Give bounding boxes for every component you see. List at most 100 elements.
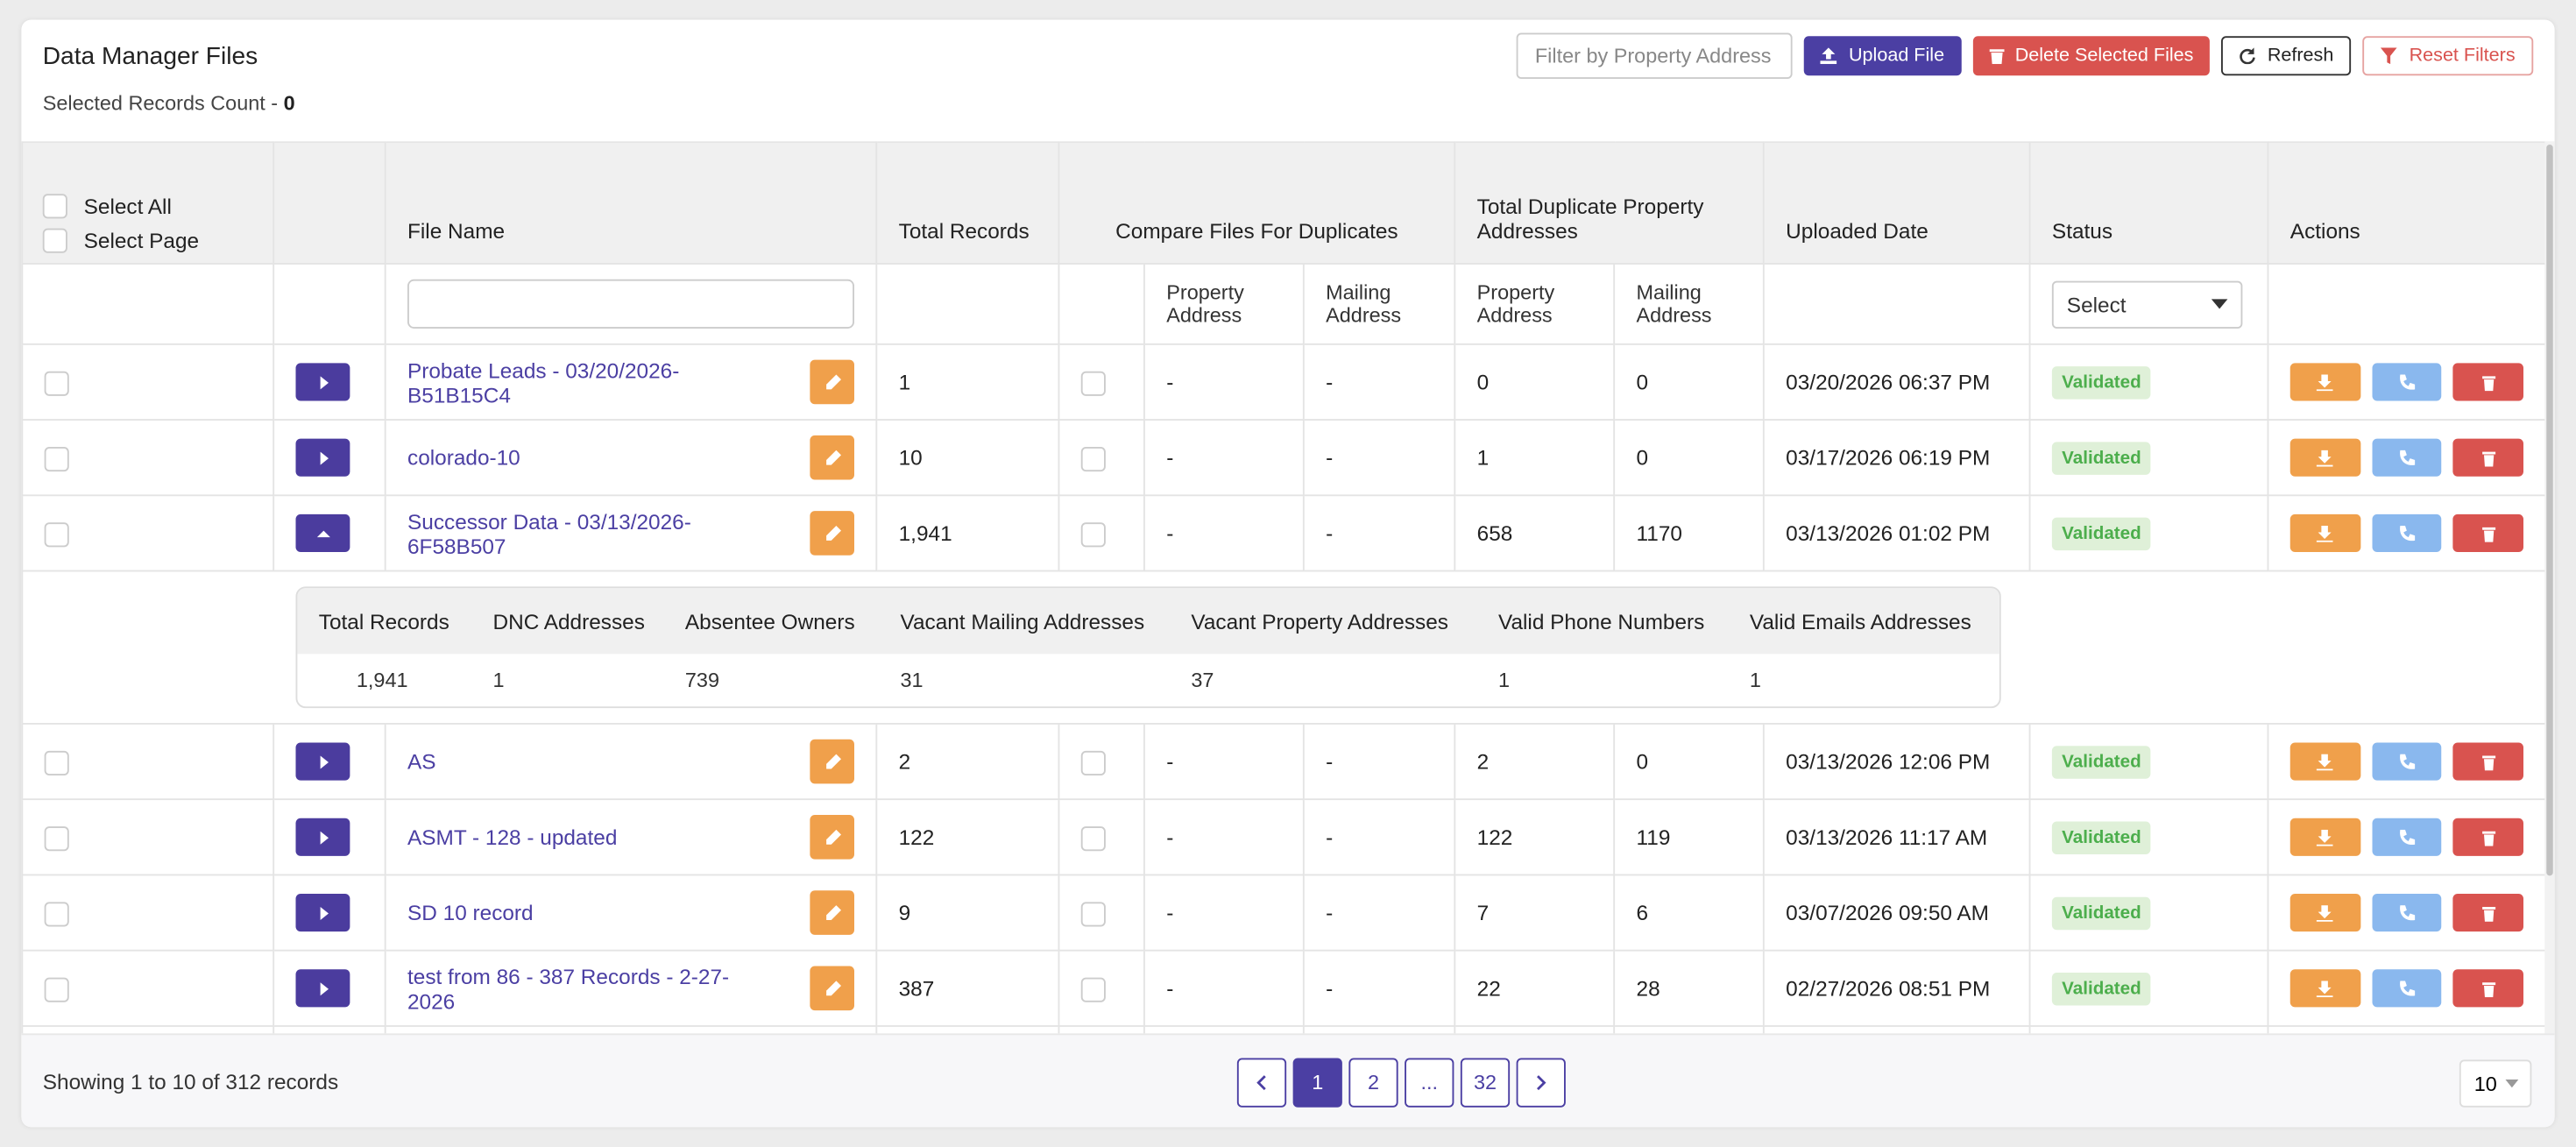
delete-button[interactable] — [2453, 742, 2524, 781]
download-button[interactable] — [2289, 363, 2360, 401]
cell: 03/13/2026 01:02 PM — [1762, 494, 2031, 572]
delete-button[interactable]: Delete Selected Files — [1971, 36, 2211, 76]
call-button[interactable] — [2371, 363, 2442, 401]
checkbox[interactable] — [1080, 370, 1106, 395]
checkbox[interactable] — [1080, 976, 1106, 1002]
icon — [825, 449, 841, 464]
expand-button[interactable] — [295, 363, 350, 401]
checkbox[interactable] — [1080, 749, 1106, 775]
checkbox[interactable] — [44, 370, 69, 395]
icon — [1988, 49, 2004, 65]
checkbox[interactable] — [44, 446, 69, 471]
file-name-cell: ASMT - 128 - updated — [407, 815, 854, 860]
expand-button[interactable] — [295, 969, 350, 1008]
cell: Validated — [2028, 494, 2269, 572]
detail-value: 739 — [684, 669, 719, 692]
cell — [21, 874, 275, 952]
expand-button[interactable] — [295, 818, 350, 856]
detail-head: Vacant Property Addresses — [1191, 608, 1448, 634]
cell: Validated — [2028, 419, 2269, 497]
refresh-button[interactable]: Refresh — [2221, 36, 2352, 76]
download-button[interactable] — [2289, 438, 2360, 477]
file-name-filter[interactable] — [407, 279, 854, 329]
delete-button[interactable] — [2453, 969, 2524, 1008]
download-button[interactable] — [2289, 513, 2360, 552]
reset-button[interactable]: Reset Filters — [2363, 36, 2534, 76]
edit-button[interactable] — [810, 359, 854, 405]
expand-button[interactable] — [295, 742, 350, 781]
scroll-thumb[interactable] — [2546, 145, 2553, 876]
delete-button[interactable] — [2453, 894, 2524, 932]
cell: 1 — [875, 343, 1060, 421]
icon — [2317, 449, 2334, 466]
page-button[interactable]: 2 — [1348, 1058, 1398, 1108]
cell — [1058, 419, 1145, 497]
cell — [272, 343, 386, 421]
checkbox[interactable] — [1080, 901, 1106, 926]
file-link[interactable]: test from 86 - 387 Records - 2-27-2026 — [407, 963, 730, 1013]
checkbox[interactable] — [42, 194, 67, 219]
checkbox[interactable] — [44, 749, 69, 775]
file-link[interactable]: AS — [407, 749, 436, 775]
filter-input[interactable]: Filter by Property Address — [1517, 32, 1794, 79]
checkbox[interactable] — [44, 901, 69, 926]
selected-value: 0 — [283, 92, 295, 116]
call-button[interactable] — [2371, 438, 2442, 477]
checkbox[interactable] — [44, 825, 69, 851]
row: colorado-10 10- -1 0 03/17/2026 06:19 PM Vali… — [21, 419, 2545, 497]
page-button[interactable]: 1 — [1292, 1058, 1342, 1108]
edit-button[interactable] — [810, 815, 854, 860]
page-button[interactable]: 32 — [1460, 1058, 1511, 1108]
next-page[interactable] — [1516, 1058, 1566, 1108]
status-select[interactable]: Select — [2051, 280, 2243, 329]
cell — [1058, 1025, 1145, 1034]
file-link[interactable]: Successor Data - 03/13/2026-6F58B507 — [407, 508, 691, 558]
download-button[interactable] — [2289, 742, 2360, 781]
call-button[interactable] — [2371, 513, 2442, 552]
expand-button[interactable] — [295, 513, 350, 552]
edit-button[interactable] — [810, 435, 854, 480]
call-button[interactable] — [2371, 818, 2442, 856]
page-size[interactable]: 10 — [2459, 1059, 2532, 1108]
delete-button[interactable] — [2453, 438, 2524, 477]
icon — [319, 906, 329, 920]
page-button[interactable]: ... — [1405, 1058, 1454, 1108]
call-button[interactable] — [2371, 894, 2442, 932]
checkbox[interactable] — [1080, 825, 1106, 851]
prev-page[interactable] — [1236, 1058, 1287, 1108]
checkbox[interactable] — [42, 228, 67, 253]
edit-button[interactable] — [810, 890, 854, 935]
upload-button[interactable]: Upload File — [1804, 36, 1961, 76]
download-button[interactable] — [2289, 818, 2360, 856]
cell: - — [1302, 1025, 1456, 1034]
call-button[interactable] — [2371, 742, 2442, 781]
file-link[interactable]: SD 10 record — [407, 900, 534, 925]
edit-button[interactable] — [810, 966, 854, 1011]
delete-button[interactable] — [2453, 513, 2524, 552]
edit-button[interactable] — [810, 511, 854, 556]
status-badge: Validated — [2051, 972, 2151, 1005]
cell: - — [1143, 343, 1305, 421]
delete-button[interactable] — [2453, 818, 2524, 856]
header-cell: Total Duplicate Property Addresses — [1454, 141, 1765, 265]
icon — [2400, 980, 2416, 995]
row: ASMT - 128 - updated 122- -122 119 03/13/202… — [21, 798, 2545, 876]
file-link[interactable]: colorado-10 — [407, 445, 520, 471]
scrollbar[interactable] — [2544, 141, 2555, 1034]
expand-button[interactable] — [295, 438, 350, 477]
checkbox[interactable] — [44, 976, 69, 1002]
icon — [2400, 373, 2416, 389]
checkbox[interactable] — [1080, 521, 1106, 547]
delete-button[interactable] — [2453, 363, 2524, 401]
download-button[interactable] — [2289, 894, 2360, 932]
download-button[interactable] — [2289, 969, 2360, 1008]
edit-button[interactable] — [810, 739, 854, 784]
checkbox[interactable] — [44, 521, 69, 547]
file-link[interactable]: ASMT - 128 - updated — [407, 825, 618, 850]
cell — [1058, 874, 1145, 952]
detail-row: Total Records DNC Addresses Absentee Owner… — [21, 570, 2545, 725]
expand-button[interactable] — [295, 894, 350, 932]
checkbox[interactable] — [1080, 446, 1106, 471]
file-link[interactable]: Probate Leads - 03/20/2026-B51B15C4 — [407, 357, 680, 407]
call-button[interactable] — [2371, 969, 2442, 1008]
